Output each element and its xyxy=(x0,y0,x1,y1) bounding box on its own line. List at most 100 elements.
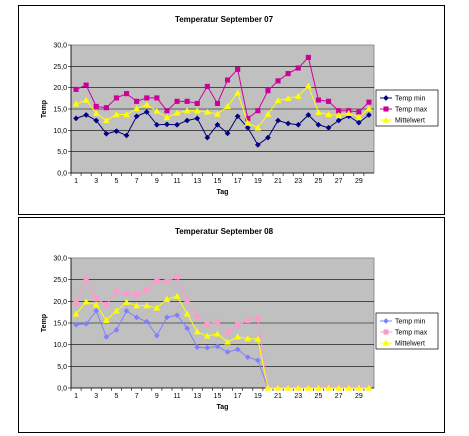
data-point xyxy=(225,329,231,336)
data-point xyxy=(83,112,90,118)
data-point xyxy=(305,112,312,118)
data-point xyxy=(93,103,99,109)
data-point xyxy=(184,117,191,124)
data-point xyxy=(103,301,109,307)
data-point xyxy=(245,317,251,323)
data-point xyxy=(264,384,272,391)
data-point xyxy=(365,384,373,391)
data-point xyxy=(254,124,262,131)
data-point xyxy=(204,83,210,89)
legend: Temp min Temp max Mittelwert xyxy=(375,312,439,350)
data-point xyxy=(235,66,241,72)
legend-marker xyxy=(383,106,389,112)
data-point xyxy=(304,82,312,89)
y-tick-label: 0,0 xyxy=(57,386,67,393)
legend-marker xyxy=(383,318,389,324)
data-point xyxy=(123,307,130,314)
x-tick-label: 23 xyxy=(294,393,302,400)
data-point xyxy=(73,321,80,328)
data-point xyxy=(315,108,322,116)
data-point xyxy=(224,102,231,110)
x-tick-label: 15 xyxy=(214,393,222,400)
data-point xyxy=(113,288,120,294)
data-point xyxy=(184,297,190,303)
x-tick-label: 11 xyxy=(173,393,180,400)
x-tick-label: 25 xyxy=(315,178,323,185)
y-tick-label: 25,0 xyxy=(53,64,67,71)
x-tick-label: 27 xyxy=(335,393,343,400)
data-point xyxy=(335,384,343,391)
legend-marker xyxy=(383,95,389,101)
data-point xyxy=(365,112,372,118)
data-point xyxy=(325,384,332,391)
data-point xyxy=(73,300,79,306)
data-point xyxy=(73,86,79,92)
data-point xyxy=(153,304,161,311)
x-tick-label: 11 xyxy=(173,178,180,185)
data-point xyxy=(164,108,170,114)
x-tick-label: 19 xyxy=(254,178,262,185)
data-point xyxy=(103,105,109,111)
x-tick-label: 1 xyxy=(74,178,78,185)
data-point xyxy=(304,384,312,391)
data-point xyxy=(193,107,201,114)
x-tick-label: 21 xyxy=(274,393,282,400)
data-point xyxy=(254,335,262,342)
data-point xyxy=(153,107,161,114)
x-axis-label: Tag xyxy=(217,189,229,196)
y-tick-label: 5,0 xyxy=(57,364,67,371)
data-point xyxy=(264,134,271,141)
data-point xyxy=(113,111,120,118)
data-point xyxy=(103,130,110,137)
x-tick-label: 17 xyxy=(234,178,242,185)
data-point xyxy=(124,290,130,297)
data-point xyxy=(315,121,322,128)
x-tick-label: 15 xyxy=(214,178,222,185)
y-tick-label: 10,0 xyxy=(53,128,67,135)
legend-entry: Mittelwert xyxy=(395,341,425,348)
legend-marker xyxy=(382,339,390,346)
x-tick-label: 13 xyxy=(193,178,201,185)
data-point xyxy=(83,320,90,327)
data-point xyxy=(133,105,141,112)
data-point xyxy=(83,276,89,282)
legend-entry: Mittelwert xyxy=(395,118,425,125)
data-point xyxy=(264,110,272,117)
data-point xyxy=(72,100,80,107)
data-point xyxy=(365,105,373,112)
data-point xyxy=(203,332,211,339)
y-axis-label: Temp xyxy=(41,314,48,332)
series-mittelwert xyxy=(72,292,373,391)
data-point xyxy=(366,99,372,105)
y-tick-label: 20,0 xyxy=(53,85,67,92)
data-point xyxy=(82,96,90,103)
y-tick-label: 20,0 xyxy=(53,299,67,306)
data-point xyxy=(133,302,141,309)
chart-svg-07: Temperatur September 07 0,0 5,0 10,0 15,0 20,… xyxy=(41,15,439,196)
data-point xyxy=(325,111,332,118)
data-point xyxy=(113,326,120,333)
data-point xyxy=(285,71,291,77)
x-tick-label: 5 xyxy=(114,178,118,185)
data-point xyxy=(103,333,110,340)
x-tick-label: 3 xyxy=(94,178,98,185)
data-point xyxy=(194,115,201,122)
data-point xyxy=(144,95,150,101)
y-tick-label: 30,0 xyxy=(53,43,67,50)
x-tick-label: 25 xyxy=(315,393,323,400)
x-tick-label: 13 xyxy=(193,393,201,400)
data-point xyxy=(92,301,100,308)
data-point xyxy=(214,121,221,128)
data-point xyxy=(163,295,171,302)
data-point xyxy=(133,113,140,120)
data-point xyxy=(234,113,241,120)
y-tick-label: 5,0 xyxy=(57,149,67,156)
data-point xyxy=(174,121,181,128)
data-point xyxy=(113,307,120,314)
data-point xyxy=(144,287,150,293)
x-tick-label: 21 xyxy=(274,178,282,185)
data-point xyxy=(254,141,261,148)
data-point xyxy=(133,314,140,321)
data-point xyxy=(164,278,170,284)
data-point xyxy=(284,384,292,391)
